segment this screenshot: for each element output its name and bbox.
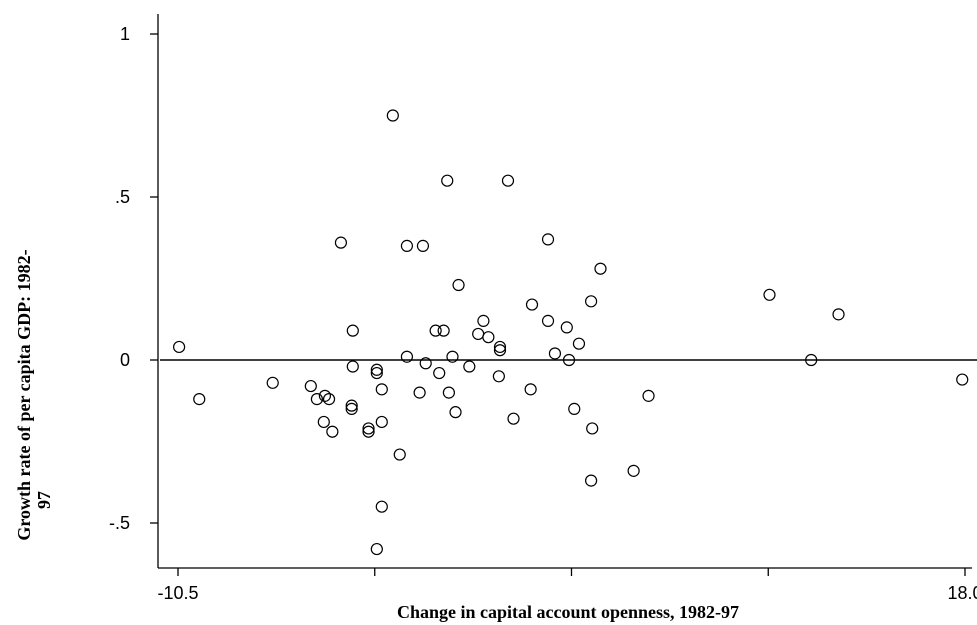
data-point: [345, 402, 358, 415]
data-point: [362, 422, 375, 435]
data-point: [449, 406, 462, 419]
y-axis-title-line-2: 97: [34, 491, 54, 509]
y-tick-label: 1: [120, 24, 130, 44]
data-point: [568, 402, 581, 415]
data-point: [832, 308, 845, 321]
data-point: [334, 236, 348, 249]
data-point: [594, 262, 607, 275]
data-point: [492, 370, 505, 383]
data-point: [548, 347, 562, 360]
data-point: [362, 425, 375, 438]
data-point: [375, 415, 388, 429]
tick-group: -.5 0 .5 1 -10.5 18.0: [109, 24, 977, 603]
data-point: [541, 314, 555, 327]
data-point: [524, 383, 537, 396]
data-point: [763, 288, 776, 301]
data-point: [419, 357, 432, 370]
x-tick-label: -10.5: [157, 583, 198, 603]
x-axis-title: Change in capital account openness, 1982…: [397, 602, 739, 622]
data-point: [326, 425, 339, 438]
y-axis-title: Growth rate of per capita GDP: 1982- 97: [14, 249, 54, 540]
data-point: [956, 373, 969, 386]
data-point: [400, 239, 414, 252]
data-point: [317, 415, 330, 429]
data-point: [193, 393, 206, 406]
y-axis-title-line-1: Growth rate of per capita GDP: 1982-: [14, 249, 34, 540]
data-point: [437, 324, 450, 337]
data-point: [442, 386, 455, 399]
data-point: [441, 174, 454, 187]
data-point: [318, 389, 332, 402]
chart-axes: [157, 14, 972, 569]
data-point: [493, 340, 507, 354]
data-point: [400, 350, 414, 363]
data-point: [346, 360, 359, 373]
data-point: [482, 331, 495, 344]
data-point: [585, 474, 598, 487]
data-point: [370, 542, 383, 556]
data-point: [346, 324, 359, 337]
x-tick-label: 18.0: [947, 583, 977, 603]
data-point: [642, 389, 655, 402]
data-point: [541, 233, 555, 246]
data-point: [173, 340, 186, 354]
data-point: [393, 448, 406, 461]
data-point: [416, 239, 430, 252]
data-point: [433, 366, 446, 380]
data-point: [429, 324, 442, 337]
data-point: [375, 500, 388, 513]
data-point: [266, 376, 279, 389]
data-point: [413, 386, 426, 399]
data-point: [370, 366, 383, 380]
data-point: [463, 360, 476, 373]
data-point: [446, 350, 459, 363]
data-point: [322, 393, 336, 406]
data-point: [585, 295, 598, 308]
data-point: [572, 337, 586, 350]
data-point: [525, 298, 539, 311]
data-point: [345, 399, 358, 412]
data-point-group: [173, 109, 969, 556]
y-tick-label: 0: [120, 350, 130, 370]
data-point: [304, 379, 317, 393]
data-point: [501, 174, 515, 187]
data-point: [472, 327, 485, 341]
data-point: [310, 393, 323, 406]
data-point: [452, 278, 465, 292]
y-tick-label: .5: [115, 187, 130, 207]
data-point: [386, 109, 399, 122]
data-point: [493, 344, 507, 357]
data-point: [375, 383, 388, 396]
data-point: [627, 464, 640, 477]
data-point: [562, 353, 576, 367]
data-point: [370, 363, 383, 376]
data-point: [507, 412, 520, 425]
data-point: [805, 353, 818, 367]
data-point: [477, 314, 490, 327]
y-tick-label: -.5: [109, 513, 130, 533]
data-point: [560, 321, 573, 334]
data-point: [586, 422, 599, 435]
